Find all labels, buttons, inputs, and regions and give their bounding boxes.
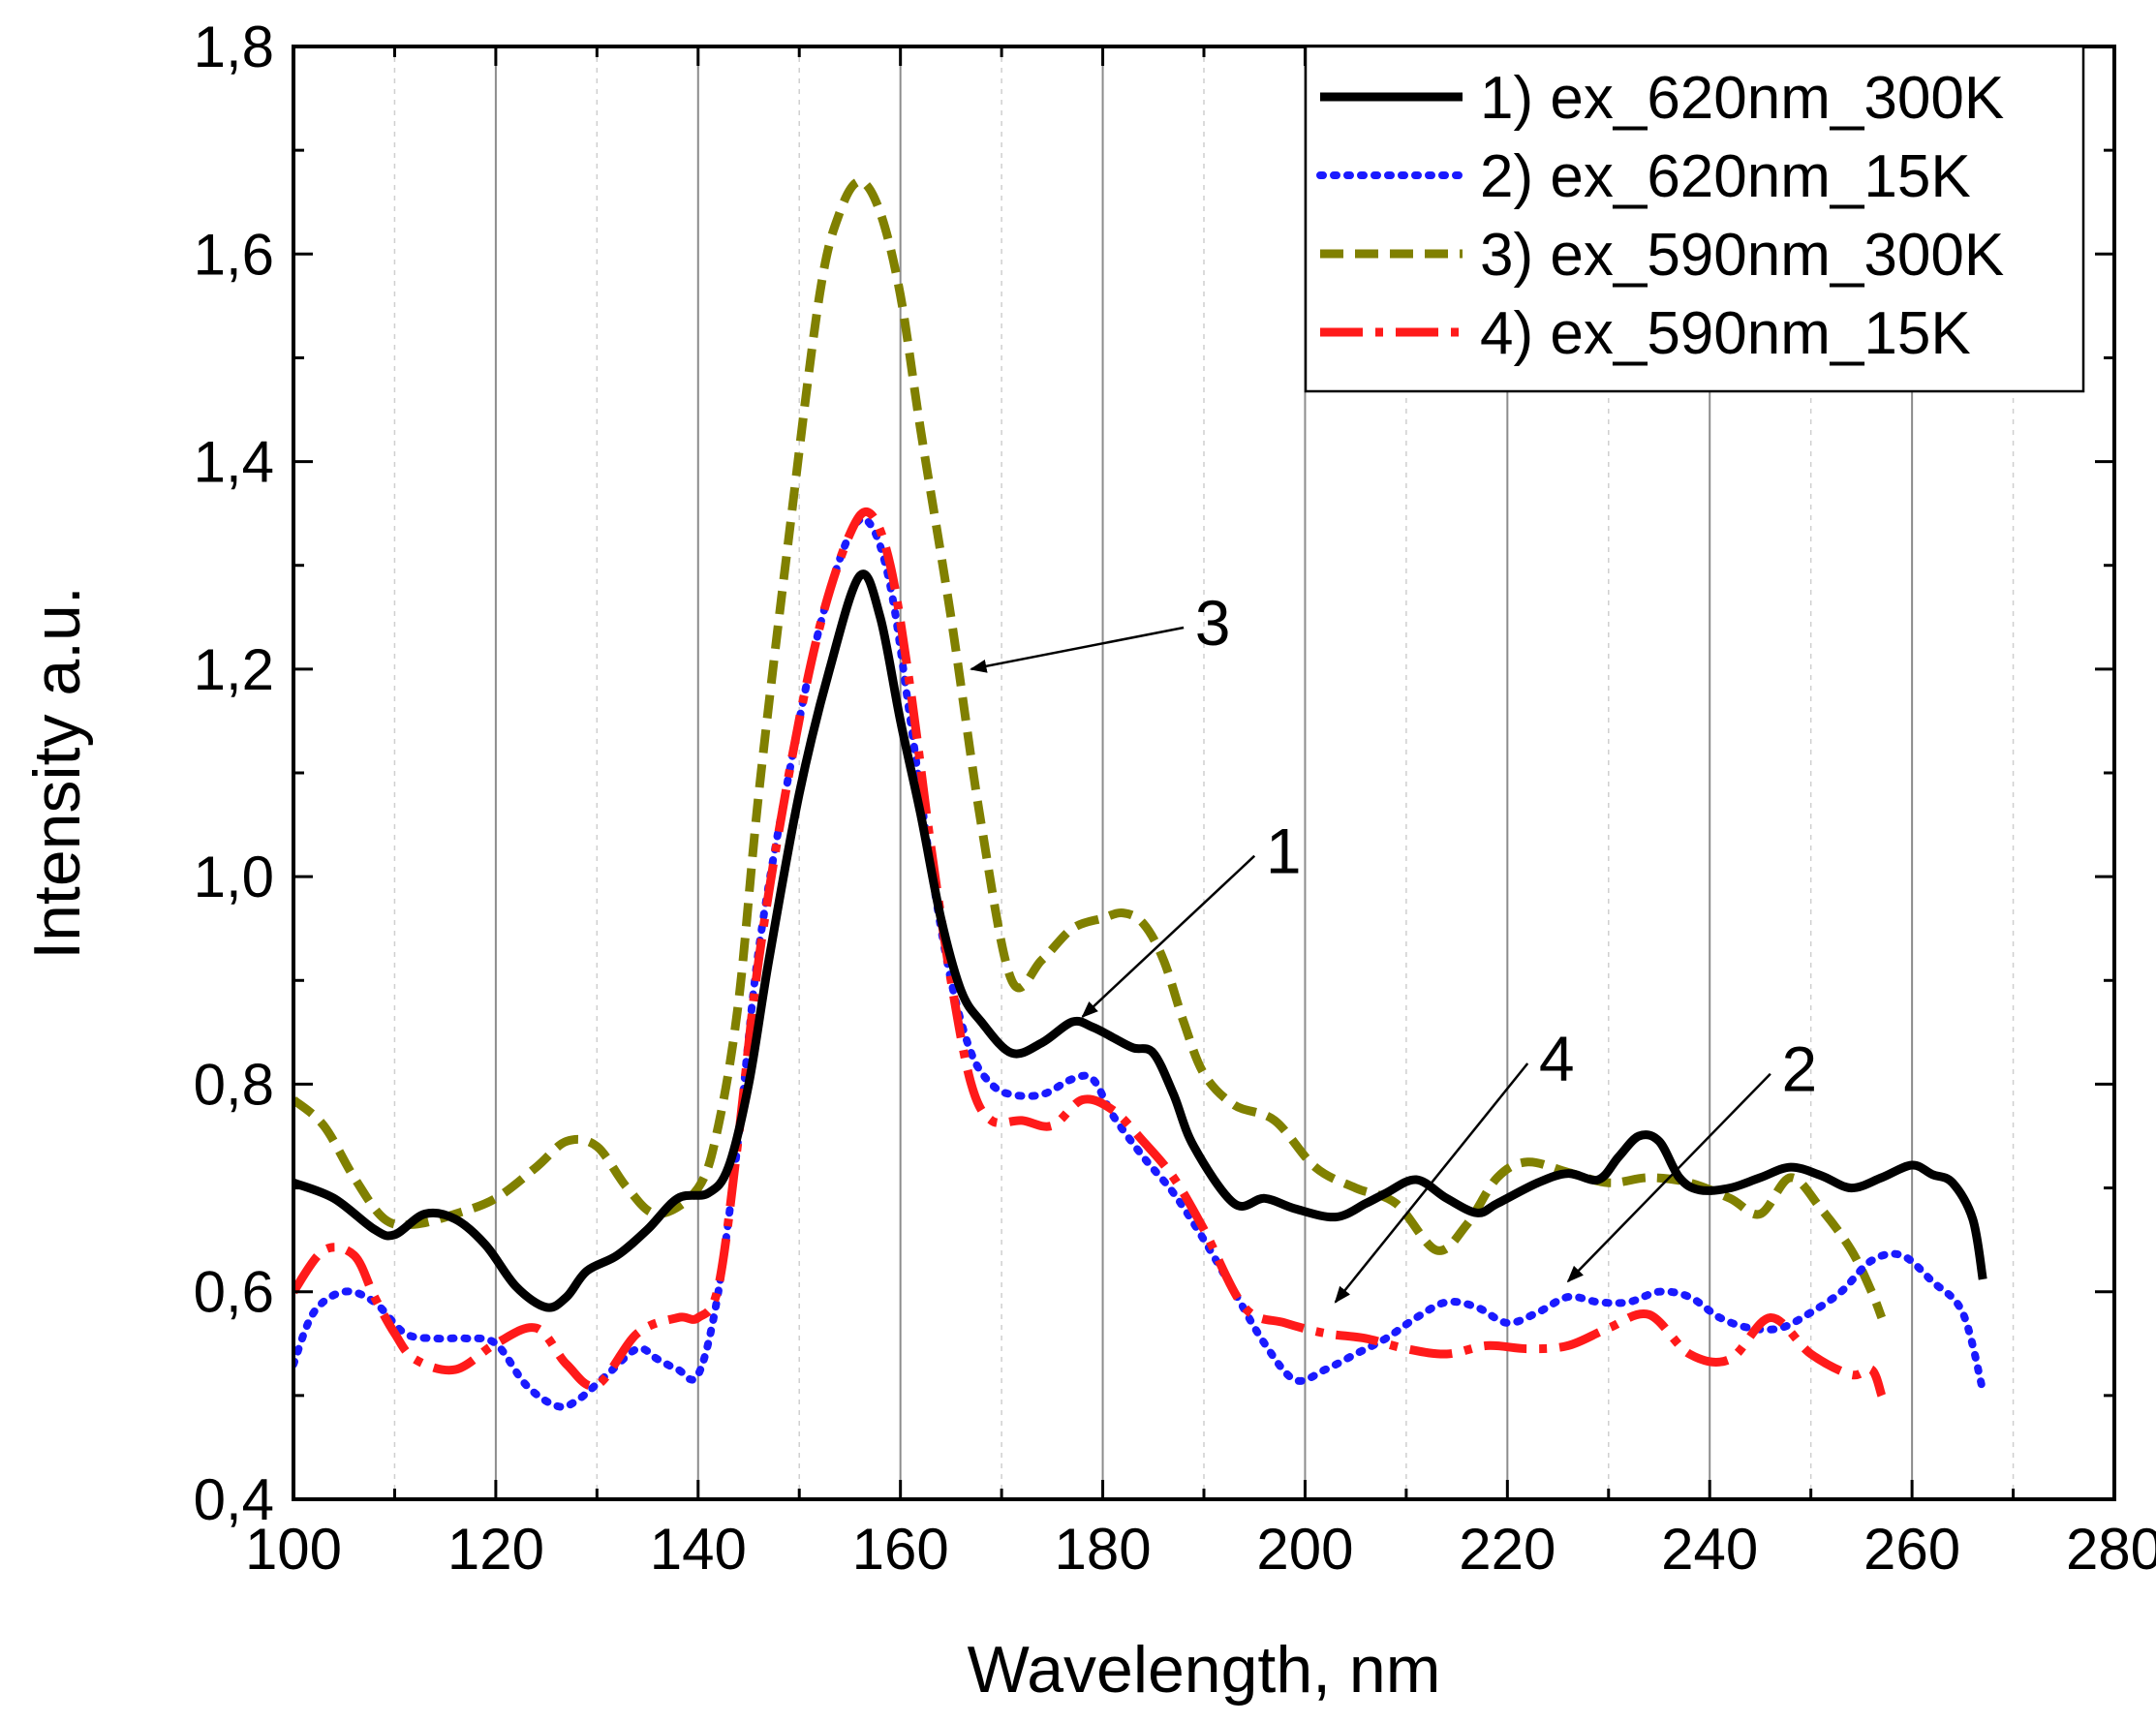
legend-label-1: 1) ex_620nm_300K xyxy=(1480,65,2004,132)
legend-label-3: 3) ex_590nm_300K xyxy=(1480,222,2004,289)
x-tick-label: 120 xyxy=(447,1517,544,1582)
legend-items: 1) ex_620nm_300K 2) ex_620nm_15K 3) ex_590… xyxy=(1316,65,2004,367)
annotation-arrow-3 xyxy=(970,626,1185,673)
series-line-2 xyxy=(293,514,1987,1411)
y-tick-label: 0,6 xyxy=(194,1260,274,1325)
x-tick-label: 240 xyxy=(1661,1517,1758,1582)
x-tick-label: 140 xyxy=(650,1517,747,1582)
annotation-arrow-4 xyxy=(1334,1062,1529,1304)
y-tick-label: 0,4 xyxy=(194,1467,274,1532)
x-axis-label: Wavelength, nm xyxy=(968,1633,1441,1707)
x-tick-label: 260 xyxy=(1863,1517,1960,1582)
annotation-label-1: 1 xyxy=(1266,815,1302,887)
annotation-layer: 3 1 4 2 xyxy=(970,587,1818,1304)
annotation-arrow-1 xyxy=(1081,854,1256,1018)
x-tick-label: 160 xyxy=(852,1517,949,1582)
tick-layer: 100 120 140 160 180 200 220 240 260 280 0,4 0,6 0,8 1… xyxy=(194,15,2156,1582)
x-tick-label: 180 xyxy=(1055,1517,1152,1582)
y-axis-label: Intensity a.u. xyxy=(20,586,94,960)
legend-label-2: 2) ex_620nm_15K xyxy=(1480,143,1971,210)
y-tick-label: 1,8 xyxy=(194,15,274,79)
x-tick-label: 280 xyxy=(2066,1517,2156,1582)
series-line-4 xyxy=(293,507,1887,1398)
annotation-label-3: 3 xyxy=(1195,587,1231,659)
y-tick-label: 0,8 xyxy=(194,1052,274,1117)
y-tick-label: 1,2 xyxy=(194,637,274,702)
x-tick-label: 100 xyxy=(245,1517,342,1582)
series-line-1 xyxy=(293,569,1987,1312)
annotation-label-2: 2 xyxy=(1782,1033,1818,1105)
y-tick-label: 1,4 xyxy=(194,430,274,495)
x-tick-label: 220 xyxy=(1459,1517,1555,1582)
x-tick-label: 200 xyxy=(1256,1517,1353,1582)
series-layer xyxy=(293,176,1987,1411)
annotation-arrow-2 xyxy=(1566,1072,1771,1283)
legend-label-4: 4) ex_590nm_15K xyxy=(1480,300,1971,367)
y-tick-label: 1,0 xyxy=(194,845,274,909)
y-tick-label: 1,6 xyxy=(194,222,274,287)
annotation-label-4: 4 xyxy=(1539,1023,1575,1094)
legend: 1) ex_620nm_300K 2) ex_620nm_15K 3) ex_590… xyxy=(1304,45,2085,393)
